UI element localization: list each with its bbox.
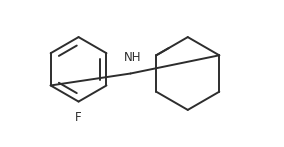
Text: F: F <box>75 111 82 124</box>
Text: NH: NH <box>124 51 141 64</box>
